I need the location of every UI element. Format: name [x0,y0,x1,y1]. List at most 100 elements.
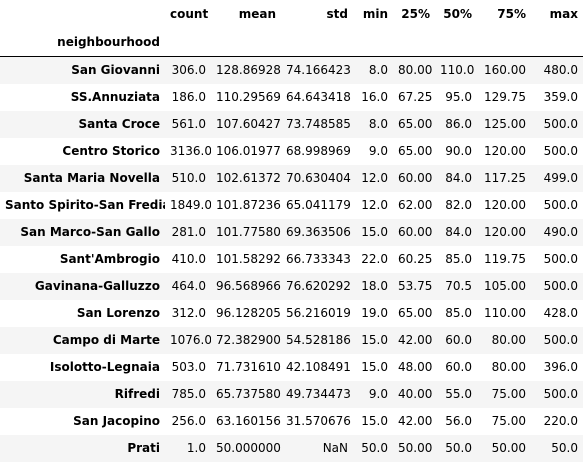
table-cell: 69.363506 [281,219,353,246]
table-cell: 500.0 [531,192,583,219]
table-cell: 281.0 [165,219,211,246]
index-name-row: neighbourhood [0,28,583,57]
table-cell: 56.0 [435,408,477,435]
table-cell: 12.0 [353,192,393,219]
row-index-label: Gavinana-Galluzzo [0,273,165,300]
table-body: San Giovanni 306.0 128.869281 74.166423 8.0 8… [0,57,583,463]
table-cell: 50.0 [353,435,393,462]
table-cell: 40.00 [393,381,435,408]
table-cell: 8.0 [353,57,393,85]
table-cell: 306.0 [165,57,211,85]
table-cell: 120.00 [477,219,531,246]
table-cell: 500.0 [531,273,583,300]
table-cell: 8.0 [353,111,393,138]
row-index-label: San Jacopino [0,408,165,435]
table-cell: 65.737580 [211,381,281,408]
row-index-label: San Marco-San Gallo [0,219,165,246]
column-header: 50% [435,0,477,28]
table-cell: 62.00 [393,192,435,219]
table-row: Campo di Marte 1076.0 72.382900 54.528186 15… [0,327,583,354]
table-cell: 464.0 [165,273,211,300]
row-index-label: Campo di Marte [0,327,165,354]
table-cell: 561.0 [165,111,211,138]
table-cell: 70.5 [435,273,477,300]
table-cell: 503.0 [165,354,211,381]
column-header: min [353,0,393,28]
table-cell: 50.00 [393,435,435,462]
table-cell: 12.0 [353,165,393,192]
table-cell: 82.0 [435,192,477,219]
table-row: Santa Croce 561.0 107.604278 73.748585 8.0 65… [0,111,583,138]
table-cell: 65.00 [393,111,435,138]
table-header: count mean std min 25% 50% 75% max neighbourhoo… [0,0,583,57]
table-cell: 68.998969 [281,138,353,165]
row-index-label: Sant'Ambrogio [0,246,165,273]
table-cell: 76.620292 [281,273,353,300]
table-cell: 107.604278 [211,111,281,138]
table-cell: 500.0 [531,111,583,138]
table-cell: 410.0 [165,246,211,273]
table-cell: 80.00 [477,354,531,381]
row-index-label: SS.Annuziata [0,84,165,111]
table-cell: 50.00 [477,435,531,462]
table-cell: 1.0 [165,435,211,462]
table-cell: 63.160156 [211,408,281,435]
table-cell: 785.0 [165,381,211,408]
column-header: std [281,0,353,28]
table-cell: 56.216019 [281,300,353,327]
index-name-header: neighbourhood [0,28,165,57]
table-cell: 84.0 [435,165,477,192]
table-cell: 1076.0 [165,327,211,354]
table-cell: 85.0 [435,246,477,273]
table-cell: 125.00 [477,111,531,138]
table-cell: 499.0 [531,165,583,192]
table-cell: 101.775801 [211,219,281,246]
table-cell: 1849.0 [165,192,211,219]
table-cell: 101.872363 [211,192,281,219]
table-cell: 480.0 [531,57,583,85]
table-cell: 256.0 [165,408,211,435]
table-row: San Marco-San Gallo 281.0 101.775801 69.363… [0,219,583,246]
table-cell: 119.75 [477,246,531,273]
table-row: Prati 1.0 50.000000 NaN 50.0 50.00 50.0 50.00 50… [0,435,583,462]
table-cell: 396.0 [531,354,583,381]
column-header: max [531,0,583,28]
table-cell: 128.869281 [211,57,281,85]
table-row: Gavinana-Galluzzo 464.0 96.568966 76.620292… [0,273,583,300]
table-cell: 22.0 [353,246,393,273]
table-cell: 75.00 [477,381,531,408]
row-index-label: Prati [0,435,165,462]
table-cell: 101.582927 [211,246,281,273]
table-cell: 15.0 [353,219,393,246]
table-cell: 42.00 [393,327,435,354]
table-cell: 120.00 [477,192,531,219]
table-cell: 60.25 [393,246,435,273]
table-cell: 42.108491 [281,354,353,381]
table-cell: 3136.0 [165,138,211,165]
table-cell: 102.613725 [211,165,281,192]
table-cell: NaN [281,435,353,462]
table-cell: 60.00 [393,165,435,192]
table-cell: 186.0 [165,84,211,111]
row-index-label: San Lorenzo [0,300,165,327]
table-cell: 500.0 [531,327,583,354]
table-row: SS.Annuziata 186.0 110.295699 64.643418 16.0… [0,84,583,111]
table-cell: 160.00 [477,57,531,85]
column-header: 75% [477,0,531,28]
row-index-label: Santa Maria Novella [0,165,165,192]
table-row: San Lorenzo 312.0 96.128205 56.216019 19.0 65… [0,300,583,327]
table-cell: 95.0 [435,84,477,111]
table-cell: 70.630404 [281,165,353,192]
table-cell: 65.041179 [281,192,353,219]
row-index-label: Rifredi [0,381,165,408]
table-cell: 9.0 [353,381,393,408]
table-cell: 500.0 [531,381,583,408]
table-cell: 50.0 [435,435,477,462]
column-header: count [165,0,211,28]
corner-cell [0,0,165,28]
table-cell: 48.00 [393,354,435,381]
table-cell: 85.0 [435,300,477,327]
table-cell: 120.00 [477,138,531,165]
